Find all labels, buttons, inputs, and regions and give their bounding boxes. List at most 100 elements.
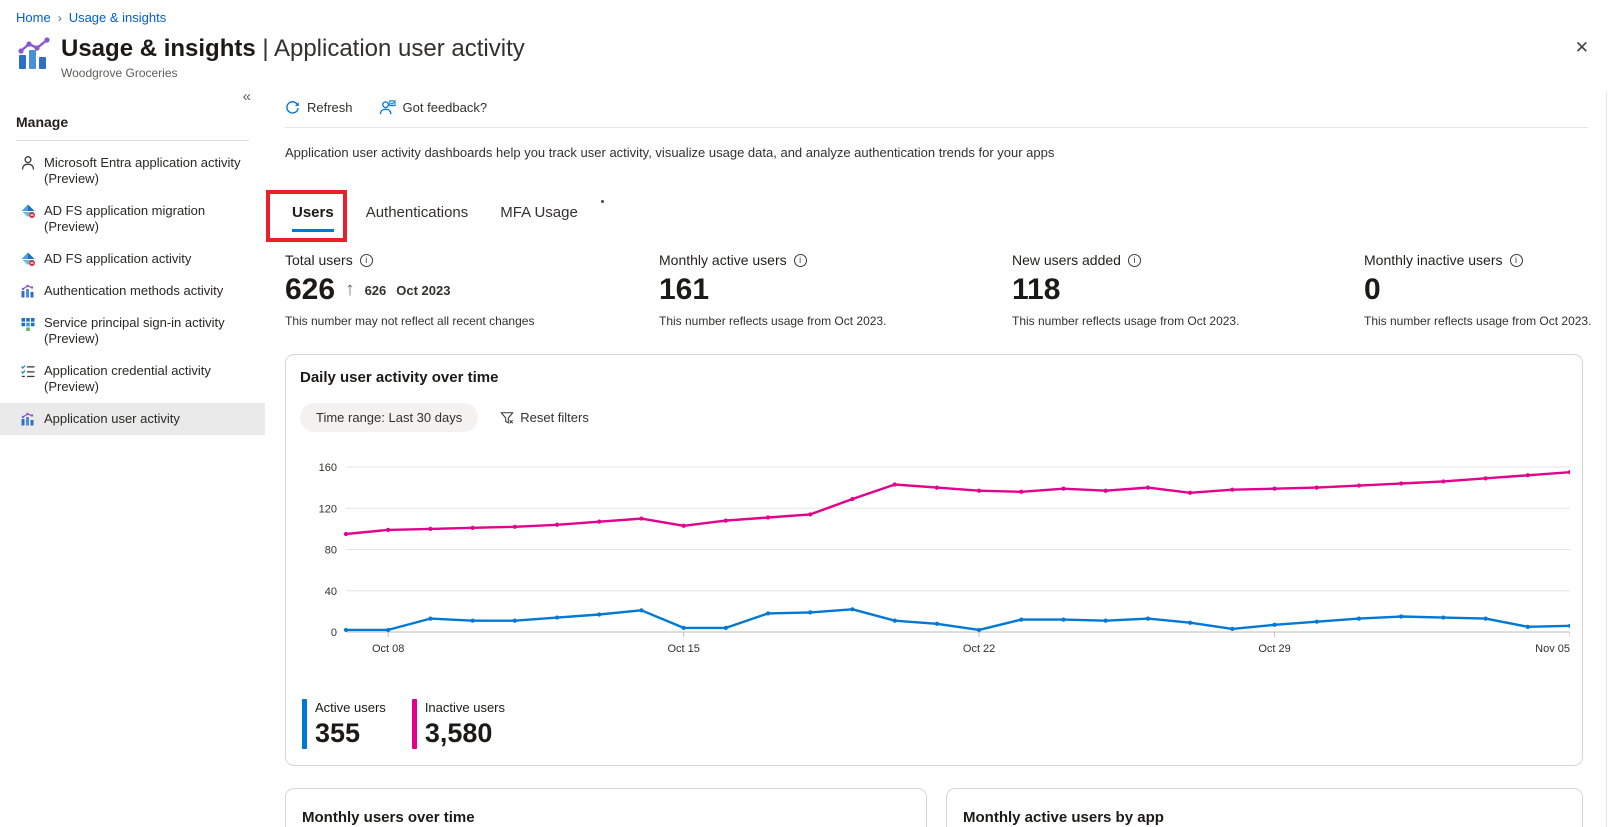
breadcrumb-separator-icon: › <box>57 11 62 25</box>
legend-value: 355 <box>315 718 361 748</box>
stat-label: Monthly inactive users <box>1364 252 1503 268</box>
breadcrumb: Home › Usage & insights <box>0 0 1613 25</box>
sidebar-item-application-user-activity[interactable]: Application user activity <box>0 403 265 435</box>
time-range-filter-button[interactable]: Time range: Last 30 days <box>300 403 479 432</box>
trend-period: Oct 2023 <box>396 282 451 298</box>
legend-value: 3,580 <box>424 718 493 748</box>
legend-active-users: Active users 355 <box>302 699 386 749</box>
svg-text:120: 120 <box>319 503 337 515</box>
svg-text:Nov 05: Nov 05 <box>1535 643 1570 655</box>
usage-insights-chart-icon <box>18 37 50 69</box>
command-bar: Refresh Got feedback? <box>285 86 1613 127</box>
main-content: Refresh Got feedback? Application user a… <box>265 86 1613 827</box>
legend-label: Active users <box>315 700 386 715</box>
svg-text:0: 0 <box>331 627 337 639</box>
daily-activity-line-chart[interactable]: 0 40 80 120 160 Oct 08 Oct 15 Oct 22 Oct 29 Nov 0… <box>298 446 1573 678</box>
stat-monthly-inactive-users: Monthly inactive users i 0 This number r… <box>1364 252 1613 328</box>
stray-dot-artifact <box>601 200 604 203</box>
monthly-active-users-by-app-card: Monthly active users by app <box>946 788 1583 827</box>
stat-total-users: Total users i 626 ↑ 626 Oct 2023 This nu… <box>285 252 659 328</box>
stat-caption: This number reflects usage from Oct 2023… <box>659 314 887 328</box>
stat-value: 161 <box>659 273 710 306</box>
trend-up-icon: ↑ <box>345 279 355 300</box>
title-separator: | <box>262 35 269 62</box>
sidebar-item-label: AD FS application activity <box>44 251 192 266</box>
stat-value: 0 <box>1364 273 1381 306</box>
sidebar-item-service-principal-sign-in-activity[interactable]: Service principal sign-in activity (Previ… <box>0 307 265 355</box>
stat-caption: This number reflects usage from Oct 2023… <box>1012 314 1240 328</box>
sidebar-item-ad-fs-application-activity[interactable]: AD FS application activity <box>0 243 265 275</box>
monthly-users-over-time-card: Monthly users over time <box>285 788 927 827</box>
tab-authentications[interactable]: Authentications <box>365 204 469 221</box>
tab-mfa-usage[interactable]: MFA Usage <box>500 204 578 221</box>
feedback-icon <box>379 100 396 115</box>
svg-text:Oct 22: Oct 22 <box>963 643 995 655</box>
stat-label: New users added <box>1012 252 1121 268</box>
adfs-icon <box>21 252 35 266</box>
sidebar-item-microsoft-entra-application-activity[interactable]: Microsoft Entra application activity (Pre… <box>0 147 265 195</box>
stat-value: 626 <box>285 273 336 306</box>
stat-caption: This number reflects usage from Oct 2023… <box>1364 314 1592 328</box>
collapse-sidebar-icon[interactable]: « <box>242 88 251 105</box>
info-icon[interactable]: i <box>793 253 807 267</box>
page-title: Usage & insights | Application user acti… <box>61 35 525 63</box>
tenant-subtitle: Woodgrove Groceries <box>61 66 178 80</box>
card-title: Monthly active users by app <box>963 809 1164 826</box>
svg-text:80: 80 <box>325 545 337 557</box>
sidebar-item-label: Authentication methods activity <box>44 283 224 298</box>
person-icon <box>21 156 35 170</box>
refresh-label: Refresh <box>307 100 353 115</box>
sidebar-item-label: Service principal sign-in activity <box>44 315 225 330</box>
bottom-cards-row: Monthly users over time Monthly active u… <box>285 788 1613 827</box>
sidebar: « Manage Microsoft Entra application act… <box>0 86 265 818</box>
info-icon[interactable]: i <box>1127 253 1141 267</box>
page-title-primary: Usage & insights <box>61 35 256 62</box>
sidebar-item-suffix: (Preview) <box>44 379 99 394</box>
refresh-button[interactable]: Refresh <box>285 100 353 115</box>
sidebar-item-suffix: (Preview) <box>44 331 99 346</box>
sidebar-item-ad-fs-application-migration[interactable]: AD FS application migration (Preview) <box>0 195 265 243</box>
tab-users[interactable]: Users <box>292 204 334 232</box>
reset-filter-icon <box>500 411 515 424</box>
stat-caption: This number may not reflect all recent c… <box>285 314 535 328</box>
sidebar-item-label: Application credential activity <box>44 363 211 378</box>
adfs-icon <box>21 204 35 218</box>
stat-label: Monthly active users <box>659 252 787 268</box>
legend-swatch-active <box>302 699 307 749</box>
stat-label: Total users <box>285 252 353 268</box>
svg-text:Oct 08: Oct 08 <box>372 643 404 655</box>
page-title-secondary: Application user activity <box>273 35 525 62</box>
chart-card-title: Daily user activity over time <box>300 369 499 386</box>
daily-user-activity-card: Daily user activity over time Time range… <box>285 354 1583 766</box>
sidebar-item-application-credential-activity[interactable]: Application credential activity (Preview) <box>0 355 265 403</box>
chart-legend: Active users 355 Inactive users 3,580 <box>302 699 1570 749</box>
stat-value: 118 <box>1012 273 1061 306</box>
got-feedback-button[interactable]: Got feedback? <box>379 100 488 115</box>
refresh-icon <box>286 101 299 114</box>
bar-chart-icon <box>21 412 34 426</box>
bar-chart-icon <box>21 284 34 298</box>
stat-monthly-active-users: Monthly active users i 161 This number r… <box>659 252 1012 328</box>
sidebar-section-title: Manage <box>16 114 69 130</box>
sidebar-item-suffix: (Preview) <box>44 219 99 234</box>
tab-bar: Users Authentications MFA Usage <box>285 192 1613 232</box>
sidebar-divider <box>16 140 249 141</box>
info-icon[interactable]: i <box>1509 253 1523 267</box>
info-icon[interactable]: i <box>359 253 373 267</box>
breadcrumb-usage-insights-link[interactable]: Usage & insights <box>68 10 167 25</box>
scroll-edge-line <box>1606 92 1607 827</box>
sidebar-item-label: AD FS application migration <box>44 203 206 218</box>
breadcrumb-home-link[interactable]: Home <box>16 10 51 25</box>
reset-filters-label: Reset filters <box>520 410 589 425</box>
close-icon[interactable]: ✕ <box>1574 38 1589 57</box>
feedback-label: Got feedback? <box>402 100 488 115</box>
svg-text:Oct 29: Oct 29 <box>1258 643 1290 655</box>
legend-label: Inactive users <box>424 700 506 715</box>
stats-row: Total users i 626 ↑ 626 Oct 2023 This nu… <box>285 252 1613 328</box>
toolbar-divider <box>285 127 1588 128</box>
sidebar-item-label: Microsoft Entra application activity <box>44 155 241 170</box>
reset-filters-button[interactable]: Reset filters <box>500 410 589 425</box>
sidebar-item-authentication-methods-activity[interactable]: Authentication methods activity <box>0 275 265 307</box>
checklist-icon <box>21 365 35 378</box>
